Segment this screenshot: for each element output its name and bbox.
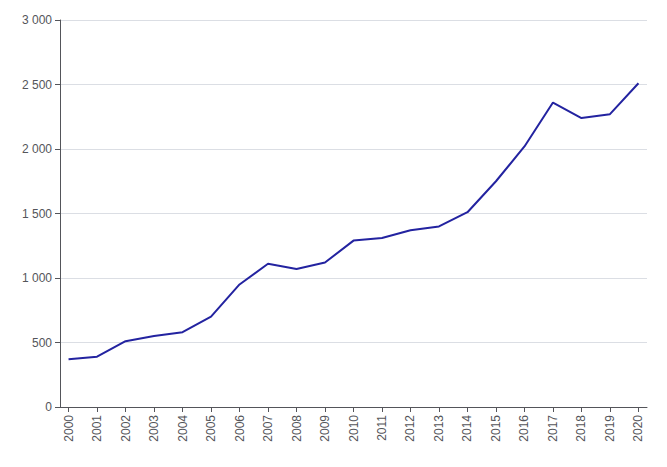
svg-text:2009: 2009 <box>318 415 332 442</box>
svg-text:2 000: 2 000 <box>22 142 52 156</box>
svg-text:2011: 2011 <box>375 415 389 441</box>
svg-text:2015: 2015 <box>489 415 503 442</box>
svg-text:2010: 2010 <box>347 415 361 442</box>
svg-text:2007: 2007 <box>261 415 275 442</box>
svg-text:1 000: 1 000 <box>22 271 52 285</box>
svg-text:500: 500 <box>32 336 52 350</box>
svg-text:2002: 2002 <box>119 415 133 442</box>
svg-text:2003: 2003 <box>147 415 161 442</box>
svg-text:2001: 2001 <box>90 415 104 442</box>
svg-text:2014: 2014 <box>460 415 474 442</box>
svg-text:2 500: 2 500 <box>22 78 52 92</box>
svg-text:2000: 2000 <box>62 415 76 442</box>
svg-text:2016: 2016 <box>517 415 531 442</box>
svg-text:2020: 2020 <box>631 415 645 442</box>
svg-text:2004: 2004 <box>176 415 190 442</box>
svg-text:2013: 2013 <box>432 415 446 442</box>
svg-text:2017: 2017 <box>546 415 560 442</box>
svg-text:2012: 2012 <box>403 415 417 442</box>
svg-text:2018: 2018 <box>574 415 588 442</box>
svg-text:2019: 2019 <box>603 415 617 442</box>
svg-text:3 000: 3 000 <box>22 13 52 27</box>
svg-text:2008: 2008 <box>290 415 304 442</box>
svg-text:2005: 2005 <box>204 415 218 442</box>
svg-text:1 500: 1 500 <box>22 207 52 221</box>
svg-text:0: 0 <box>45 400 52 414</box>
svg-text:2006: 2006 <box>233 415 247 442</box>
